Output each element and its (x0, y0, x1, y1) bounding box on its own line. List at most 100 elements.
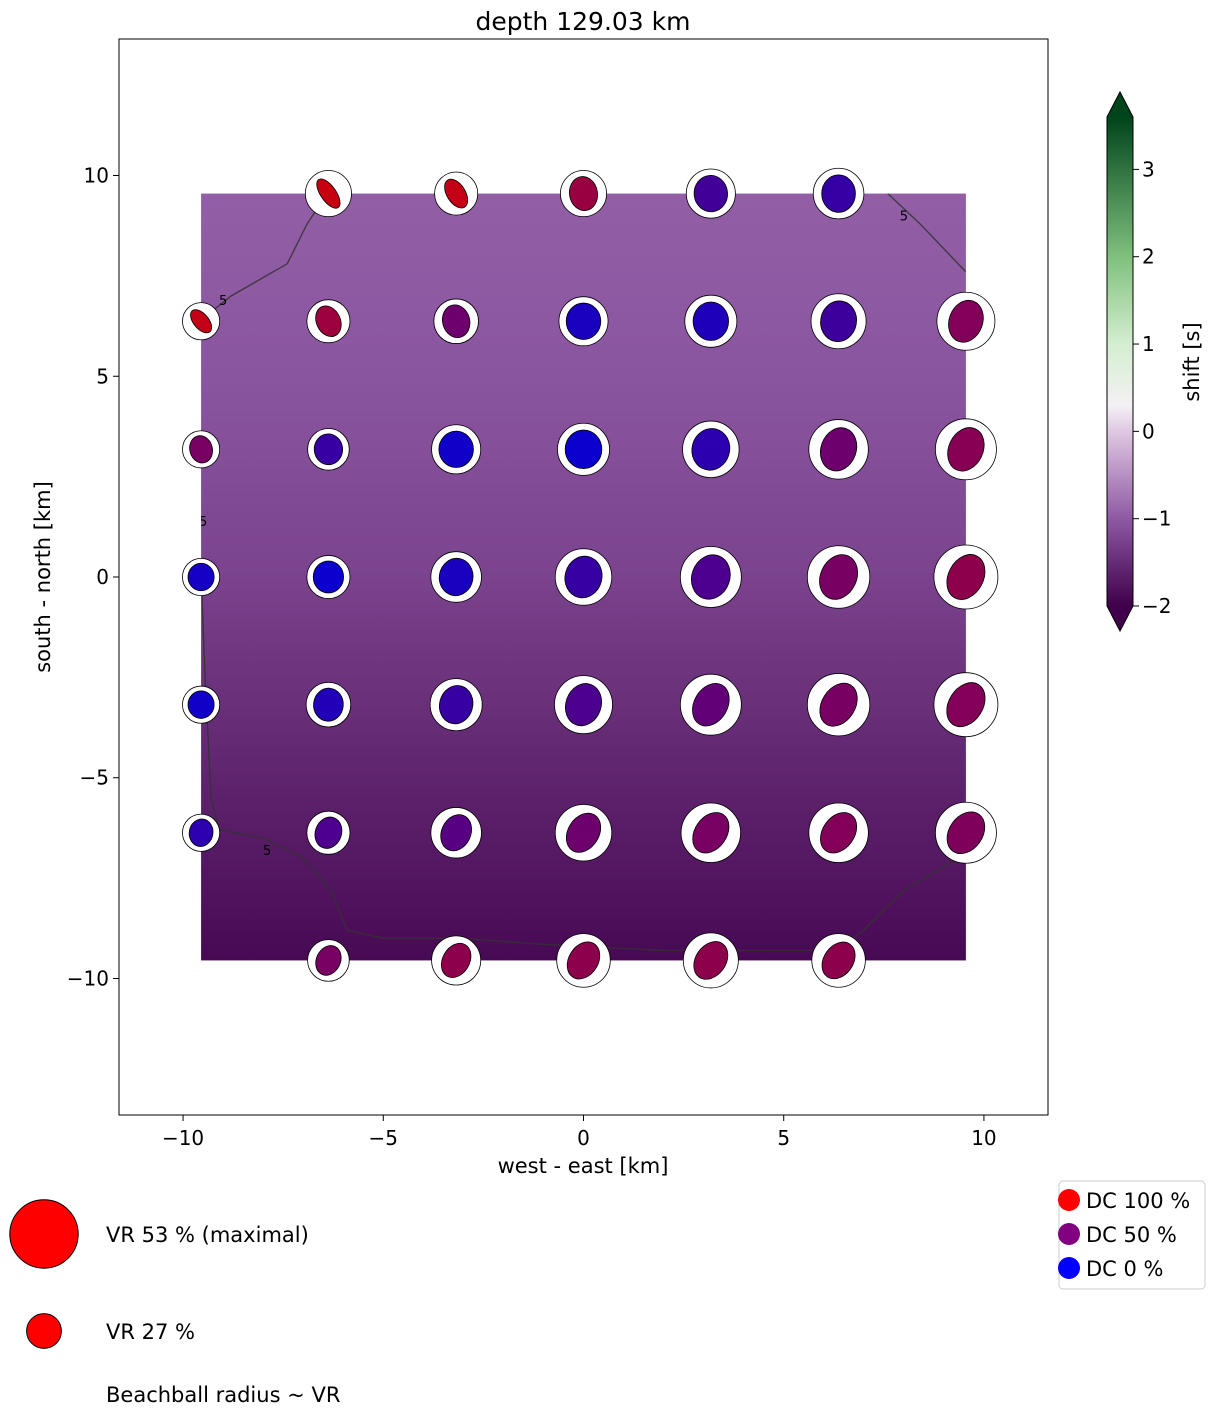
beachball-compression (189, 435, 213, 464)
beachball (554, 548, 613, 606)
beachball-compression (438, 430, 474, 468)
beachball (680, 802, 742, 863)
vr-legend-max-marker (9, 1199, 79, 1269)
beachball-compression (819, 682, 858, 727)
y-tick-label: 10 (84, 164, 109, 188)
colorbar: 3 2 1 0 −1 −2 (1106, 90, 1171, 633)
beachball (557, 422, 610, 476)
beachball (933, 544, 999, 610)
dc-legend-marker-50 (1058, 1223, 1080, 1245)
beachball (684, 294, 738, 348)
beachball (433, 298, 479, 344)
colorbar-bar (1107, 117, 1133, 606)
beachball-compression (821, 174, 856, 213)
beachball (679, 673, 742, 736)
x-axis-label: west - east [km] (498, 1154, 669, 1178)
beachball (810, 293, 867, 350)
beachball-compression (440, 814, 472, 852)
beachball (307, 939, 350, 982)
beachball (182, 430, 221, 469)
beachball (936, 291, 996, 351)
beachball-compression (313, 433, 344, 466)
beachball-layer (182, 167, 999, 989)
chart-title: depth 129.03 km (476, 7, 691, 36)
colorbar-tick-label: 1 (1142, 332, 1155, 356)
beachball (811, 933, 866, 988)
colorbar-ticks: 3 2 1 0 −1 −2 (1133, 157, 1171, 618)
beachball (431, 424, 482, 475)
x-tick-label: 5 (777, 1126, 790, 1150)
colorbar-tick-label: 0 (1142, 419, 1155, 443)
dc-legend-label-100: DC 100 % (1086, 1189, 1190, 1213)
beachball-compression (564, 683, 603, 727)
beachball-compression (187, 690, 215, 719)
beachball-compression (693, 175, 728, 213)
beachball-compression (948, 299, 984, 343)
beachball (808, 419, 869, 480)
beachball (430, 551, 482, 603)
dc-legend-label-50: DC 50 % (1086, 1223, 1177, 1247)
beachball (430, 807, 482, 859)
beachball (434, 171, 479, 216)
beachball (307, 428, 350, 471)
beachball-compression (568, 176, 599, 211)
beachball (812, 167, 865, 220)
beachball-compression (564, 555, 603, 599)
beachball (431, 935, 482, 986)
y-tick-label: 5 (96, 364, 109, 388)
beachball (554, 804, 613, 862)
beachball (182, 302, 221, 341)
colorbar-tick-label: −1 (1142, 507, 1171, 531)
beachball-compression (946, 811, 986, 854)
beachball-compression (691, 428, 731, 471)
beachball (306, 299, 351, 344)
contour-line (201, 193, 328, 321)
beachball (306, 810, 351, 855)
x-tick-label: 0 (577, 1126, 590, 1150)
beachball (685, 168, 736, 219)
beachball-compression (187, 562, 215, 592)
dc-legend-label-0: DC 0 % (1086, 1257, 1164, 1281)
beachball-compression (947, 427, 985, 472)
radius-note: Beachball radius ~ VR (106, 1383, 340, 1407)
beachball-compression (314, 816, 343, 849)
beachball-compression (565, 302, 602, 340)
y-tick-label: −10 (67, 966, 109, 990)
beachball (935, 418, 997, 481)
beachball (806, 673, 871, 737)
vr-legend-max-label: VR 53 % (maximal) (106, 1223, 309, 1247)
beachball (933, 672, 999, 738)
beachball (304, 170, 352, 218)
vr-legend: VR 53 % (maximal) VR 27 % Beachball radi… (9, 1199, 340, 1407)
beachball (808, 802, 869, 863)
contour-label: 5 (199, 515, 207, 530)
beachball-compression (565, 812, 602, 853)
beachball (560, 170, 607, 218)
beachball-compression (820, 812, 858, 854)
beachball-compression (691, 554, 731, 600)
vr-legend-min-label: VR 27 % (106, 1320, 195, 1344)
beachball-compression (821, 941, 856, 980)
beachball (182, 685, 221, 724)
beachball-compression (313, 687, 344, 722)
beachball-compression (820, 300, 857, 342)
beachball-compression (441, 304, 471, 338)
colorbar-tick-label: 2 (1142, 245, 1155, 269)
colorbar-label: shift [s] (1180, 322, 1204, 401)
beachball (682, 420, 740, 479)
vr-legend-min-marker (26, 1313, 62, 1349)
y-tick-label: 0 (96, 565, 109, 589)
beachball (182, 813, 221, 852)
beachball (305, 681, 352, 728)
colorbar-extend-min (1107, 606, 1133, 631)
y-axis-label: south - north [km] (31, 481, 55, 673)
x-axis: −10 −5 0 5 10 (162, 1115, 997, 1150)
contour-line (887, 193, 966, 273)
x-tick-label: 10 (971, 1126, 996, 1150)
x-tick-label: −5 (369, 1126, 398, 1150)
beachball (558, 296, 609, 347)
x-tick-label: −10 (162, 1126, 204, 1150)
beachball-compression (692, 301, 729, 341)
beachball-compression (440, 942, 472, 978)
